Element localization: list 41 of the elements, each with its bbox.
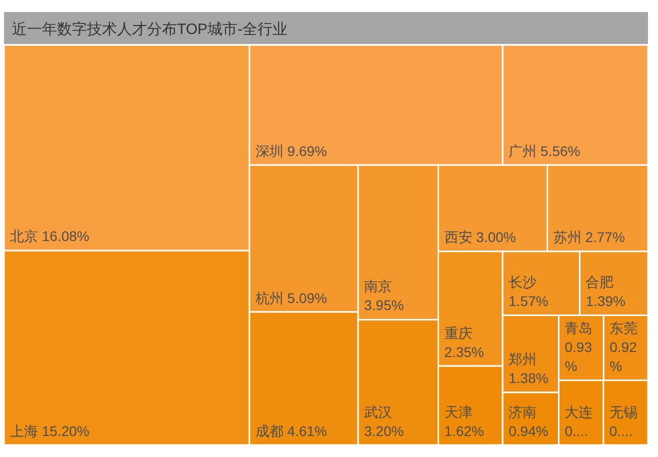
category-label: 合肥 xyxy=(586,274,614,290)
category-label: 苏州 xyxy=(553,229,582,245)
category-label: 杭州 xyxy=(255,290,284,306)
category-label: 广州 xyxy=(508,142,537,159)
data-label: 3.20% xyxy=(364,422,404,439)
data-label: 15.20% xyxy=(42,422,90,439)
category-label: 郑州 xyxy=(508,351,537,368)
data-label: 4.61% xyxy=(287,422,327,439)
category-label: 大连 xyxy=(564,404,593,420)
data-label: 0.92% xyxy=(610,338,637,374)
data-label: 3.00% xyxy=(476,229,516,245)
category-label: 济南 xyxy=(508,404,537,420)
data-label: 0.94% xyxy=(508,422,548,439)
data-label: 1.38% xyxy=(508,370,548,386)
data-label: 3.95% xyxy=(364,297,404,314)
data-label: 5.56% xyxy=(540,142,580,159)
category-label: 东莞 xyxy=(610,320,638,336)
data-label: 16.08% xyxy=(42,228,90,244)
category-label: 北京 xyxy=(10,228,38,244)
data-label: 1.62% xyxy=(444,422,484,439)
category-label: 武汉 xyxy=(364,404,392,420)
data-label: 0.93% xyxy=(564,338,592,374)
data-label: 0.... xyxy=(564,422,588,439)
category-label: 西安 xyxy=(444,229,472,245)
category-label: 长沙 xyxy=(508,274,537,290)
data-label: 1.57% xyxy=(508,292,548,309)
data-label: 2.35% xyxy=(444,344,484,360)
text: 近一年数字技术人才分布TOP城市-全行业 xyxy=(12,21,288,38)
category-label: 深圳 xyxy=(255,142,284,159)
category-label: 成都 xyxy=(255,422,284,439)
category-label: 青岛 xyxy=(564,320,593,336)
category-label: 无锡 xyxy=(609,404,638,420)
category-label: 南京 xyxy=(364,278,392,294)
category-label: 天津 xyxy=(444,404,472,420)
data-label: 1.39% xyxy=(586,292,626,309)
data-label: 0.... xyxy=(609,422,633,439)
category-label: 上海 xyxy=(10,422,38,439)
category-label: 重庆 xyxy=(444,324,472,341)
data-label: 2.77% xyxy=(585,229,625,245)
data-label: 5.09% xyxy=(287,290,327,306)
data-label: 9.69% xyxy=(287,142,327,159)
